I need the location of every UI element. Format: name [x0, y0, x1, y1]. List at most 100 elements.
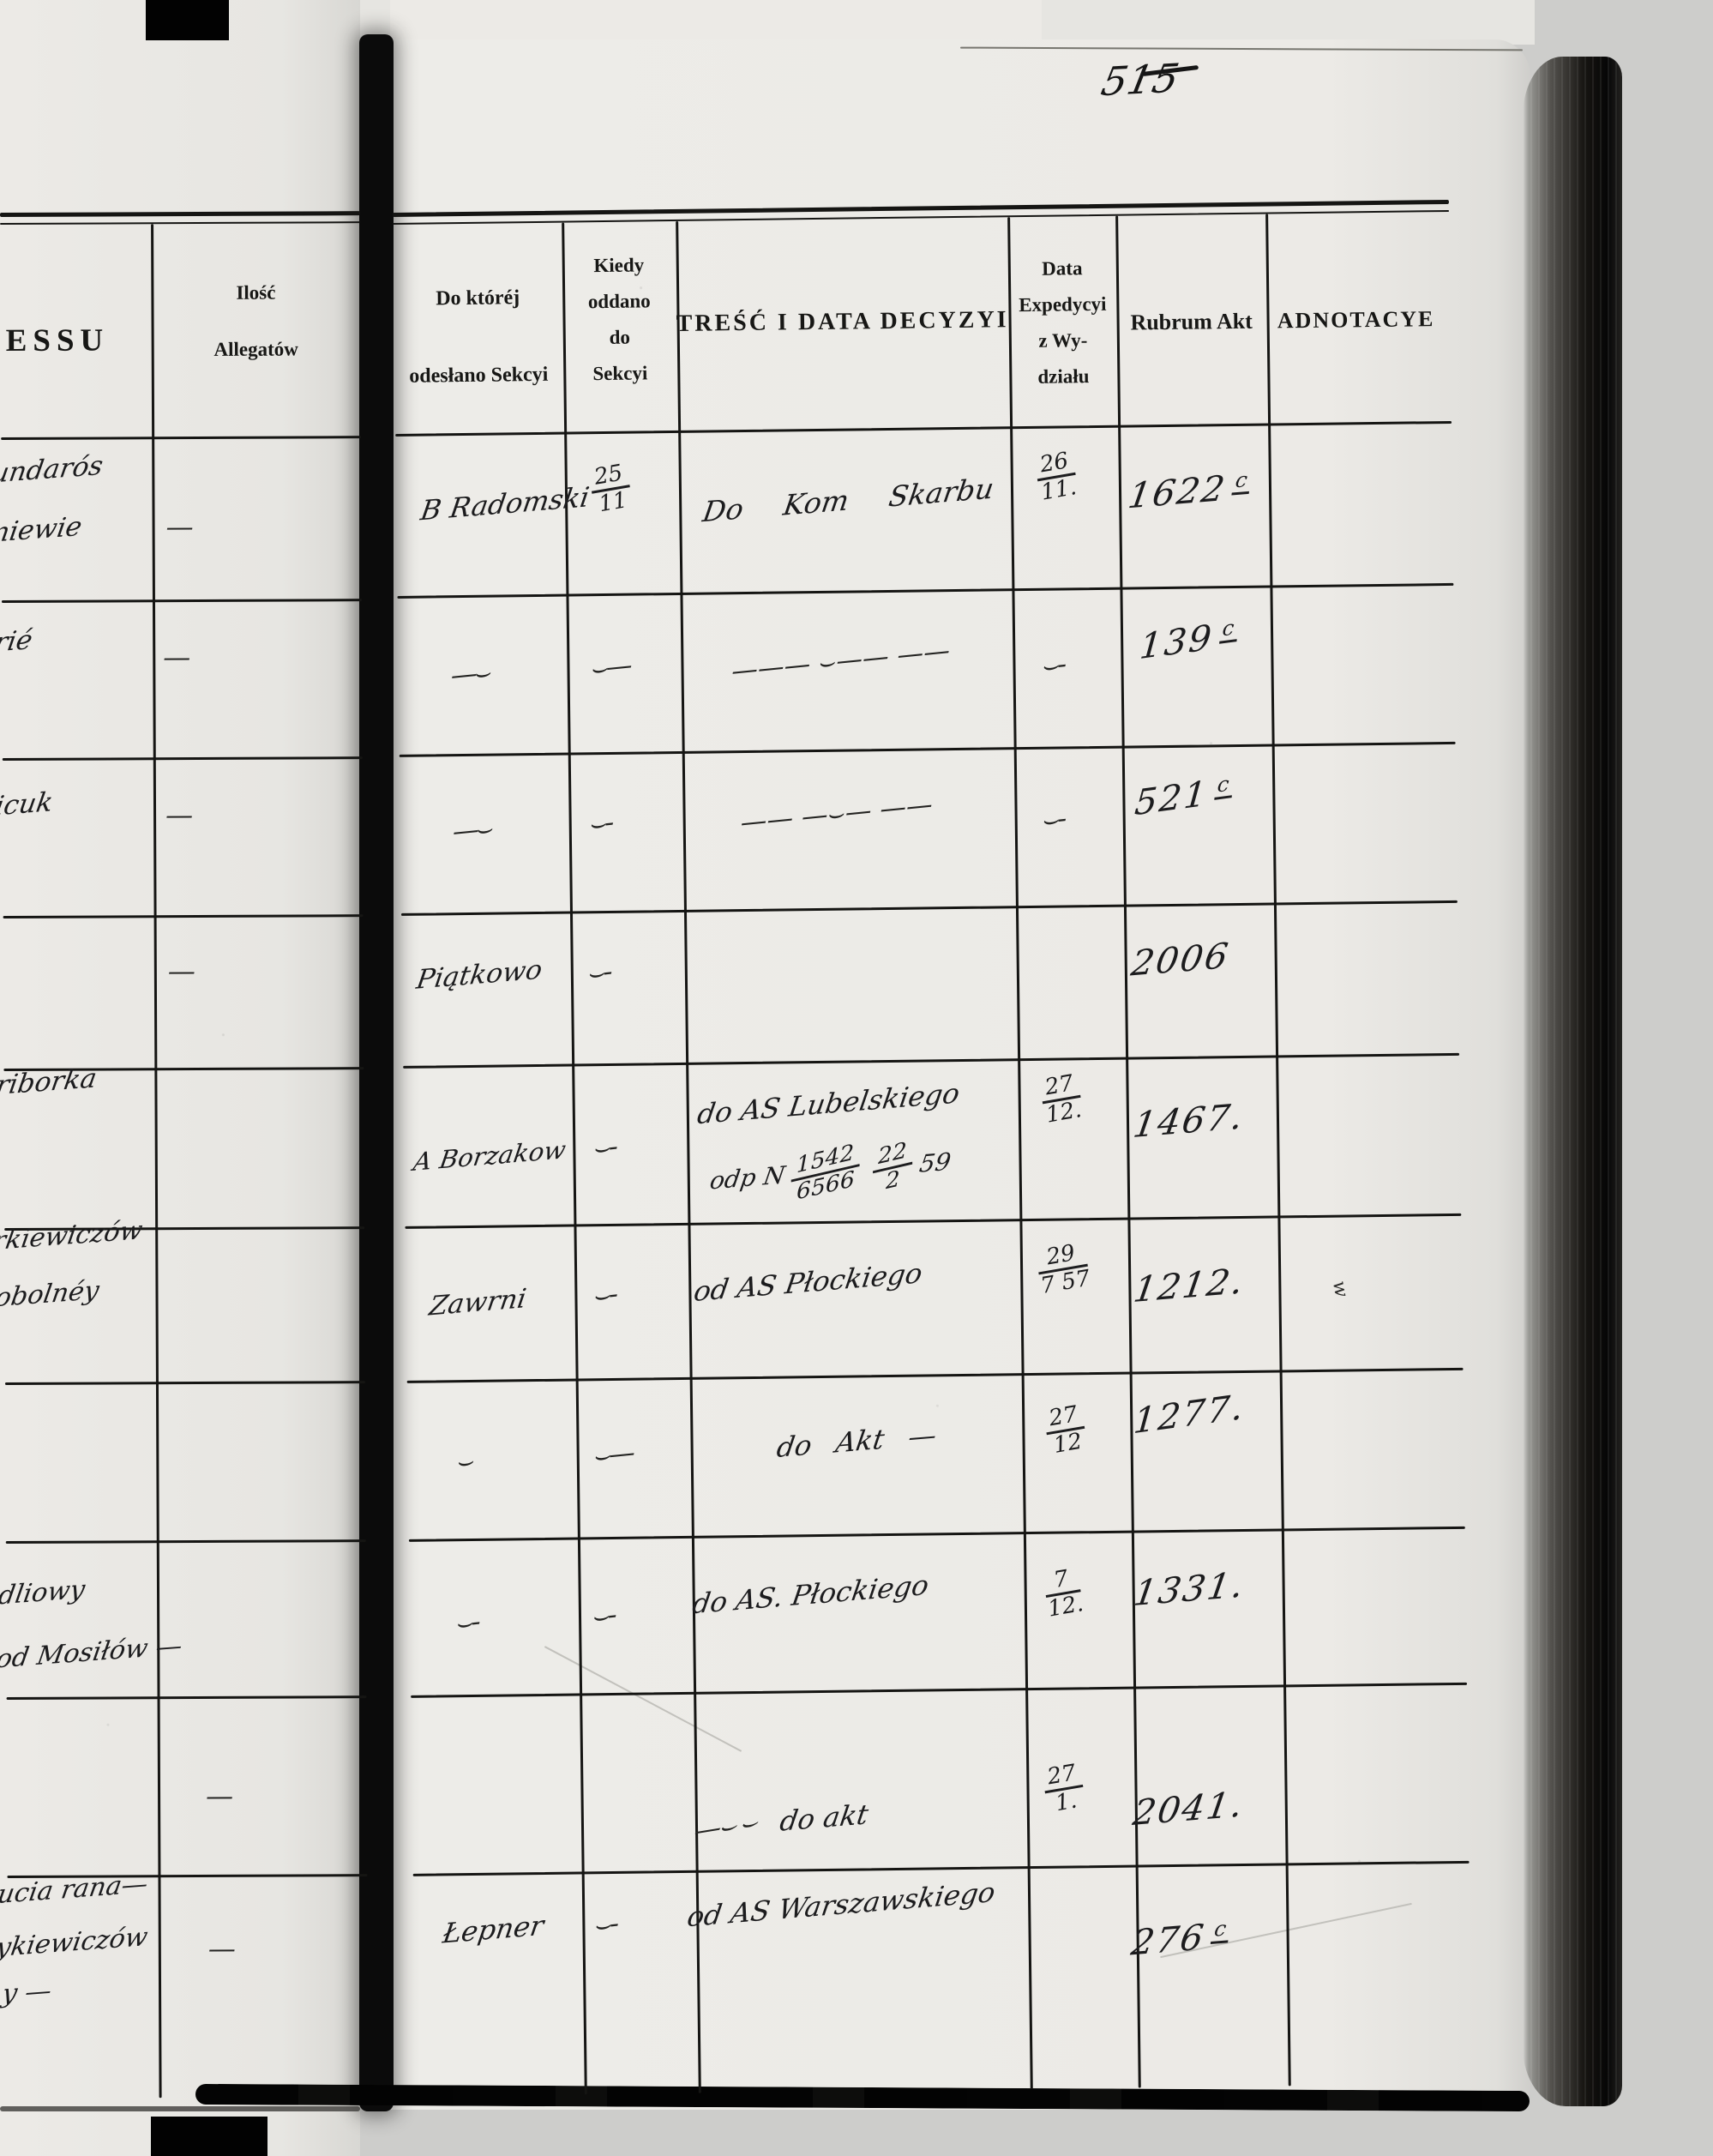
handwritten-entry: riborka — [0, 1063, 99, 1102]
column-line — [1007, 217, 1033, 2090]
cell-data-exp: 26 11. — [1033, 448, 1079, 506]
row-line — [400, 900, 1458, 916]
row-line — [405, 1213, 1462, 1229]
cell-data-exp: 27 1. — [1040, 1760, 1087, 1817]
rubrum-number: 1331. — [1131, 1563, 1248, 1614]
handwritten-entry: y — — [0, 1975, 54, 2009]
rubrum-number: 1622 — [1125, 467, 1229, 517]
cell-tresc: —⌣ ⌣ do akt — [688, 1798, 871, 1847]
allegaty-dash: — — [205, 1779, 234, 1812]
ditto-mark: —— —⌣— —— — [737, 789, 936, 839]
rubrum-superscript: c — [1231, 467, 1253, 496]
cell-data-exp: 29 7 57 — [1034, 1240, 1092, 1299]
row-line — [1, 599, 362, 603]
header-kiedy: Kiedy — [593, 254, 645, 277]
tresc2-prefix: odp N — [707, 1160, 787, 1195]
header-ilosc: Ilość — [236, 281, 276, 304]
cell-tresc-line2: odp N 1542 6566 22 2 59 — [706, 1137, 954, 1207]
ditto-mark: ⌣ — [454, 1446, 476, 1478]
left-page-bottom-edge — [0, 2106, 360, 2111]
header-oddano: oddano — [587, 290, 651, 313]
handwritten-entry: niewie — [0, 511, 85, 549]
cell-rubrum: 1212. — [1131, 1261, 1247, 1310]
date-denominator: 12. — [1043, 1097, 1084, 1129]
cell-rubrum: 139 c — [1138, 613, 1239, 668]
rubrum-number: 2006 — [1128, 935, 1233, 985]
row-line — [2, 756, 363, 761]
rubrum-number: 1212. — [1130, 1260, 1248, 1310]
row-line — [5, 1539, 366, 1544]
ditto-mark: ⌣— — [588, 650, 634, 685]
table-top-line — [0, 211, 361, 217]
adnotacye-ink-mark: w — [1327, 1279, 1352, 1299]
row-line — [6, 1695, 367, 1700]
allegaty-dash: — — [165, 798, 194, 832]
reference-fraction: 1542 6566 — [790, 1140, 860, 1207]
row-line — [3, 914, 364, 918]
date-denominator: 11. — [1039, 474, 1079, 506]
handwritten-entry: dliowy — [0, 1575, 87, 1611]
ditto-mark: —⌣ — [449, 813, 495, 848]
date-fraction: 22 2 — [873, 1138, 913, 1197]
book-fore-edge — [1523, 57, 1622, 2106]
header-expedycyi: Expedycyi — [1019, 292, 1107, 316]
ditto-mark: —⌣ — [448, 657, 493, 692]
row-line — [406, 1367, 1464, 1383]
rubrum-superscript: c — [1219, 615, 1239, 644]
ditto-mark: ——— ⌣—— —— — [728, 635, 954, 688]
cell-rubrum: 1622 c — [1126, 466, 1253, 516]
cell-rubrum: 1277. — [1132, 1386, 1246, 1442]
cell-tresc: od AS Płockiego — [691, 1256, 925, 1308]
header-data: Data — [1042, 257, 1083, 280]
cell-data-exp: 27 12. — [1037, 1070, 1085, 1129]
cell-sekcya: Zawrni — [427, 1283, 529, 1322]
cell-rubrum: 1331. — [1131, 1564, 1247, 1614]
cell-rubrum: 2041. — [1130, 1784, 1247, 1834]
handwritten-entry: obolnéy — [0, 1275, 101, 1314]
tresc-text: do akt — [778, 1798, 871, 1838]
bottom-black-clamp — [151, 2117, 267, 2156]
cell-tresc: do Akt — — [774, 1418, 939, 1465]
register-table: Do któréj odesłano Sekcyi Kiedy oddano d… — [393, 199, 1472, 2104]
date-denominator: 11 — [597, 487, 629, 518]
ditto-mark: ⌣‑ — [1039, 649, 1068, 682]
cell-rubrum: 1467. — [1131, 1096, 1247, 1146]
handwritten-entry: icuk — [0, 786, 56, 822]
book-gutter-shadow — [359, 34, 394, 2111]
cell-kiedy-date: 25 11 — [587, 461, 634, 518]
ditto-mark: ⌣‑ — [589, 1599, 618, 1633]
ditto-mark: ⌣‑ — [586, 807, 616, 840]
header-dzialu: działu — [1037, 365, 1090, 388]
rubrum-number: 1467. — [1130, 1095, 1247, 1146]
row-line — [397, 582, 1454, 599]
date-suffix: 57 — [1060, 1265, 1092, 1297]
column-line — [151, 224, 162, 2099]
table-top-line-thin — [0, 221, 361, 225]
allegaty-dash: — — [163, 641, 191, 674]
rubrum-superscript: c — [1211, 1916, 1232, 1944]
cell-data-exp: 27 12 — [1042, 1401, 1089, 1459]
handwritten-entry: ykiewiczów — [0, 1922, 150, 1964]
rubrum-number: 139 — [1138, 617, 1215, 668]
allegaty-dash: — — [165, 510, 194, 544]
column-line — [1265, 214, 1291, 2087]
header-do-ktorej: Do któréj — [436, 286, 520, 310]
cell-tresc: do AS. Płockiego — [690, 1569, 931, 1621]
rubrum-number: 521 — [1133, 773, 1210, 824]
handwritten-entry: rié — [0, 624, 35, 659]
header-z-wy: z Wy- — [1038, 329, 1088, 352]
ditto-mark: ⌣‑ — [592, 1908, 621, 1942]
handwritten-entry: undarós — [0, 450, 105, 490]
top-black-clamp — [146, 0, 229, 40]
cell-data-exp: 7 12. — [1042, 1565, 1085, 1623]
header-rubrum-akt: Rubrum Akt — [1130, 308, 1253, 335]
cell-sekcya: A Borzakow — [411, 1135, 568, 1177]
cell-rubrum: 521 c — [1133, 769, 1234, 823]
ditto-mark: —⌣ ⌣ — [688, 1806, 761, 1847]
tresc2-suffix: 59 — [917, 1147, 953, 1178]
ditto-mark: ⌣‑ — [585, 956, 614, 990]
cell-sekcya: Piątkowo — [414, 954, 544, 996]
row-line — [412, 1860, 1470, 1876]
header-sekcyi: Sekcyi — [592, 362, 648, 385]
